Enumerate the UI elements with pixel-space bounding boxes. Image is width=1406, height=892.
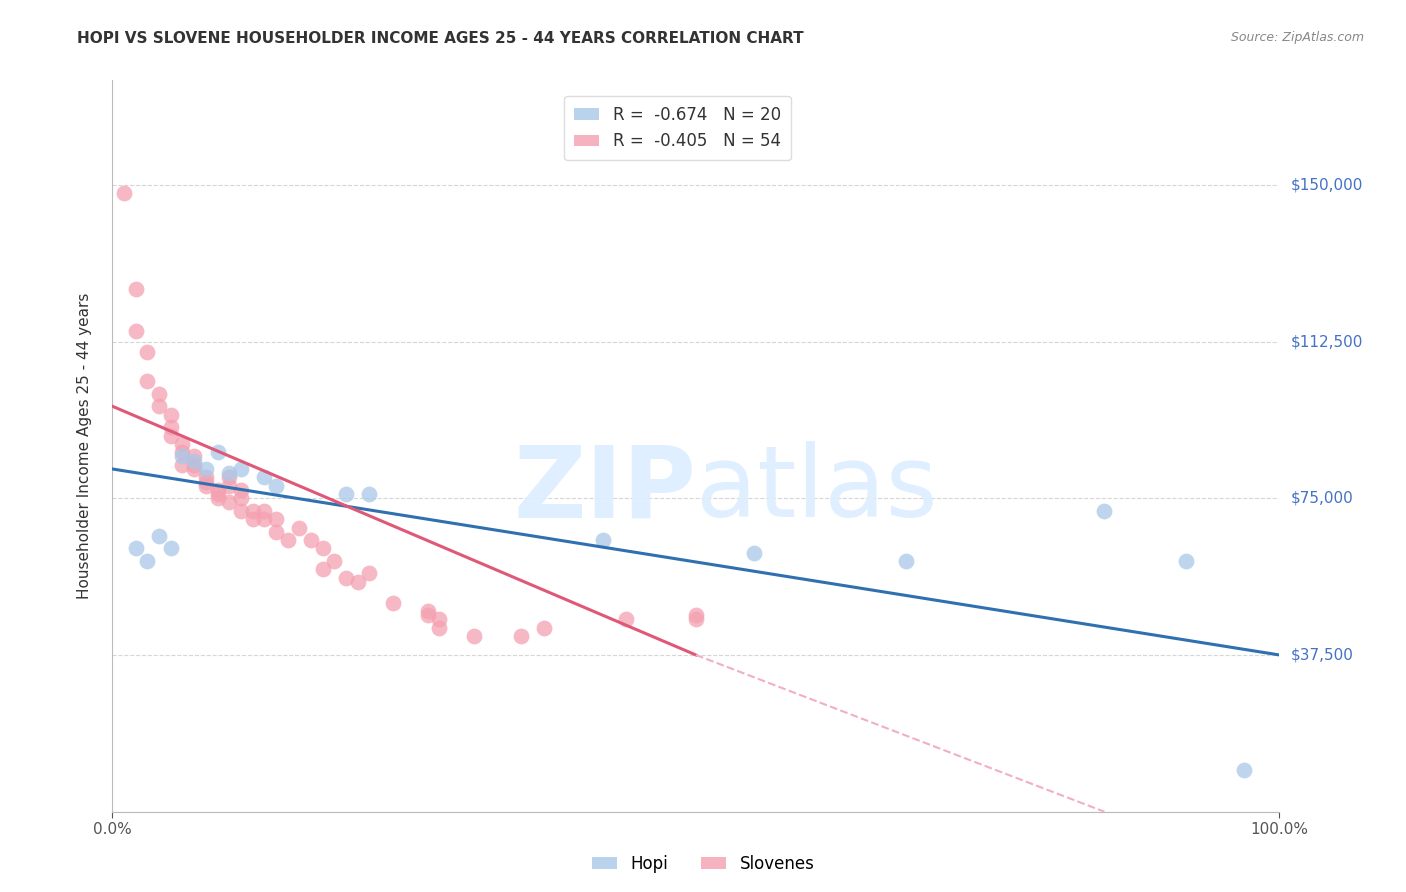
Point xyxy=(172,458,194,472)
Point xyxy=(183,462,205,476)
Text: $150,000: $150,000 xyxy=(1291,178,1362,193)
Point xyxy=(160,428,183,442)
Point xyxy=(323,554,346,568)
Legend: Hopi, Slovenes: Hopi, Slovenes xyxy=(585,848,821,880)
Point xyxy=(253,504,276,518)
Point xyxy=(359,566,381,581)
Point xyxy=(685,612,707,626)
Point xyxy=(509,629,531,643)
Point xyxy=(148,399,170,413)
Point xyxy=(1175,554,1198,568)
Text: ZIP: ZIP xyxy=(513,442,696,539)
Point xyxy=(125,324,148,338)
Point xyxy=(381,596,404,610)
Point xyxy=(242,504,264,518)
Point xyxy=(194,479,217,493)
Point xyxy=(1094,504,1116,518)
Point xyxy=(136,554,159,568)
Point xyxy=(160,541,183,556)
Point xyxy=(207,483,229,497)
Point xyxy=(1233,763,1256,777)
Point xyxy=(229,462,252,476)
Point xyxy=(136,345,159,359)
Point xyxy=(218,466,240,480)
Point xyxy=(463,629,485,643)
Point xyxy=(229,483,252,497)
Point xyxy=(148,529,170,543)
Point xyxy=(416,608,439,623)
Point xyxy=(253,470,276,484)
Point xyxy=(264,512,287,526)
Text: atlas: atlas xyxy=(696,442,938,539)
Point xyxy=(894,554,917,568)
Point xyxy=(172,445,194,459)
Point xyxy=(207,491,229,506)
Point xyxy=(264,524,287,539)
Text: $75,000: $75,000 xyxy=(1291,491,1354,506)
Point xyxy=(311,541,333,556)
Point xyxy=(172,450,194,464)
Point xyxy=(160,408,183,422)
Point xyxy=(614,612,637,626)
Text: Source: ZipAtlas.com: Source: ZipAtlas.com xyxy=(1230,31,1364,45)
Point xyxy=(744,545,766,559)
Point xyxy=(172,437,194,451)
Point xyxy=(427,621,450,635)
Point xyxy=(194,470,217,484)
Point xyxy=(592,533,614,547)
Point xyxy=(112,186,135,201)
Point xyxy=(533,621,555,635)
Point xyxy=(218,495,240,509)
Legend: R =  -0.674   N = 20, R =  -0.405   N = 54: R = -0.674 N = 20, R = -0.405 N = 54 xyxy=(564,96,790,161)
Text: $112,500: $112,500 xyxy=(1291,334,1362,349)
Point xyxy=(685,608,707,623)
Point xyxy=(427,612,450,626)
Point xyxy=(125,541,148,556)
Y-axis label: Householder Income Ages 25 - 44 years: Householder Income Ages 25 - 44 years xyxy=(77,293,91,599)
Point xyxy=(264,479,287,493)
Point xyxy=(194,462,217,476)
Point xyxy=(229,504,252,518)
Point xyxy=(218,470,240,484)
Point xyxy=(194,475,217,489)
Point xyxy=(276,533,298,547)
Point xyxy=(288,520,311,534)
Point xyxy=(335,571,357,585)
Point xyxy=(207,487,229,501)
Point xyxy=(416,604,439,618)
Text: $37,500: $37,500 xyxy=(1291,648,1354,663)
Point xyxy=(299,533,322,547)
Point xyxy=(242,512,264,526)
Point xyxy=(253,512,276,526)
Point xyxy=(311,562,333,576)
Point xyxy=(346,574,368,589)
Point xyxy=(160,420,183,434)
Point xyxy=(148,386,170,401)
Point xyxy=(183,458,205,472)
Point xyxy=(218,479,240,493)
Point xyxy=(229,491,252,506)
Text: HOPI VS SLOVENE HOUSEHOLDER INCOME AGES 25 - 44 YEARS CORRELATION CHART: HOPI VS SLOVENE HOUSEHOLDER INCOME AGES … xyxy=(77,31,804,46)
Point xyxy=(183,450,205,464)
Point xyxy=(359,487,381,501)
Point xyxy=(183,453,205,467)
Point xyxy=(207,445,229,459)
Point xyxy=(335,487,357,501)
Point xyxy=(125,282,148,296)
Point xyxy=(136,374,159,388)
